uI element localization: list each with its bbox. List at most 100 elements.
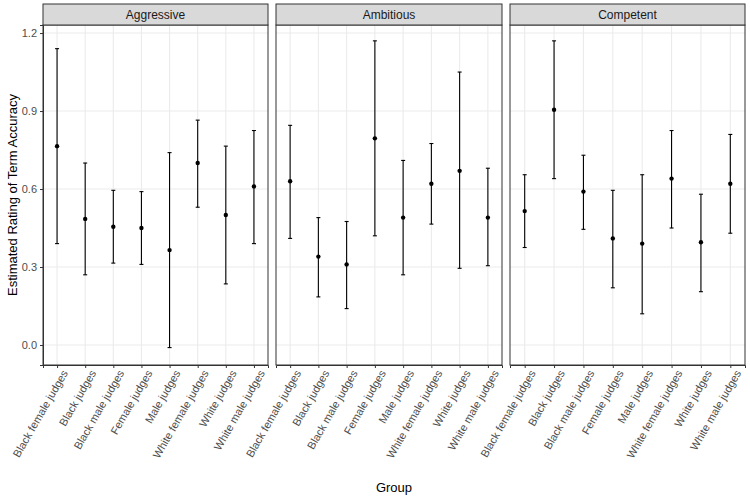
grid-line [225, 25, 226, 365]
error-bar-cap [288, 238, 292, 239]
grid-line [431, 25, 432, 365]
point [611, 236, 615, 240]
panel: AggressiveBlack female judgesBlack judge… [10, 4, 268, 460]
point [224, 213, 228, 217]
tick-label: Black male judges [541, 367, 596, 451]
error-bar-cap [224, 146, 228, 147]
grid-line [612, 25, 613, 365]
grid-line [276, 266, 502, 267]
error-bar-cap [373, 235, 377, 236]
tick-mark [113, 365, 114, 368]
tick-mark [85, 365, 86, 368]
grid-line [253, 25, 254, 365]
error-bar-cap [111, 190, 115, 191]
tick: 1.2 [22, 27, 43, 39]
error-bar [288, 125, 292, 238]
point [640, 241, 644, 245]
error-bar-cap [611, 190, 615, 191]
error-bar [224, 146, 228, 284]
x-axis: Black female judgesBlack judgesBlack mal… [10, 365, 268, 460]
tick-mark [525, 365, 526, 368]
error-bar-cap [196, 120, 200, 121]
grid-line [276, 344, 502, 345]
error-bar-cap [486, 168, 490, 169]
tick-mark [730, 365, 731, 368]
tick-label: Black male judges [305, 367, 360, 451]
tick-mark [254, 365, 255, 368]
error-bar-cap [224, 283, 228, 284]
tick: Black male judges [541, 365, 596, 451]
error-bar-cap [55, 243, 59, 244]
tick-mark [583, 365, 584, 368]
error-bar-cap [252, 243, 256, 244]
error-bar-cap [458, 71, 462, 72]
strip-title: Ambitious [363, 8, 416, 22]
tick-mark [40, 33, 43, 34]
strip [43, 4, 268, 25]
grid-line [346, 25, 347, 365]
error-bar-cap [458, 268, 462, 269]
error-bar-cap [401, 160, 405, 161]
error-bar-cap [196, 207, 200, 208]
tick: Black male judges [71, 365, 126, 451]
tick-label: Female judges [579, 367, 626, 436]
grid-line [43, 33, 268, 34]
tick-mark [170, 365, 171, 368]
tick-mark [40, 189, 43, 190]
error-bar-cap [728, 134, 732, 135]
plot-background [276, 25, 502, 365]
chart: AggressiveBlack female judgesBlack judge… [0, 0, 750, 500]
point [581, 189, 585, 193]
tick: 0.6 [22, 183, 43, 195]
error-bar-cap [345, 221, 349, 222]
tick-mark [613, 365, 614, 368]
point [344, 262, 348, 266]
plot-background [43, 25, 268, 365]
error-bar [139, 192, 143, 265]
marks [55, 49, 256, 348]
point [699, 240, 703, 244]
tick-label: Black male judges [71, 367, 126, 451]
point [457, 169, 461, 173]
tick-mark [488, 365, 489, 368]
panel: Ambitious Black female judgesBlack judges… [244, 4, 503, 460]
tick-mark [642, 365, 643, 368]
tick-label: 0.0 [22, 339, 37, 351]
error-bar-cap [581, 229, 585, 230]
axis-line [277, 366, 503, 369]
strip [510, 4, 745, 25]
grid-line [276, 110, 502, 111]
tick-mark [40, 111, 43, 112]
error-bar [373, 41, 377, 236]
grid-line [276, 188, 502, 189]
point [288, 179, 292, 183]
tick: Black male judges [305, 365, 360, 451]
tick: Female judges [108, 365, 155, 436]
axis-line [511, 366, 746, 369]
tick-label: 0.3 [22, 261, 37, 273]
error-bar-cap [728, 233, 732, 234]
x-axis: Black female judgesBlack judgesBlack mal… [244, 365, 503, 460]
tick-mark [403, 365, 404, 368]
error-bar-cap [486, 265, 490, 266]
error-bar [252, 131, 256, 244]
tick: White male judges [688, 365, 744, 452]
tick-mark [198, 365, 199, 368]
grid-line [57, 25, 58, 365]
tick-mark [672, 365, 673, 368]
error-bar-cap [139, 264, 143, 265]
tick-mark [347, 365, 348, 368]
strip [276, 4, 502, 25]
error-bar-cap [168, 347, 172, 348]
tick-label: Black female judges [478, 367, 538, 459]
point [167, 248, 171, 252]
error-bar-cap [640, 313, 644, 314]
error-bar-cap [139, 191, 143, 192]
grid-line [276, 33, 502, 34]
x-axis: Black female judgesBlack judgesBlack mal… [478, 365, 745, 460]
error-bar [486, 168, 490, 265]
tick-mark [226, 365, 227, 368]
tick-mark [318, 365, 319, 368]
tick-mark [431, 365, 432, 368]
tick: 0.9 [22, 105, 43, 117]
